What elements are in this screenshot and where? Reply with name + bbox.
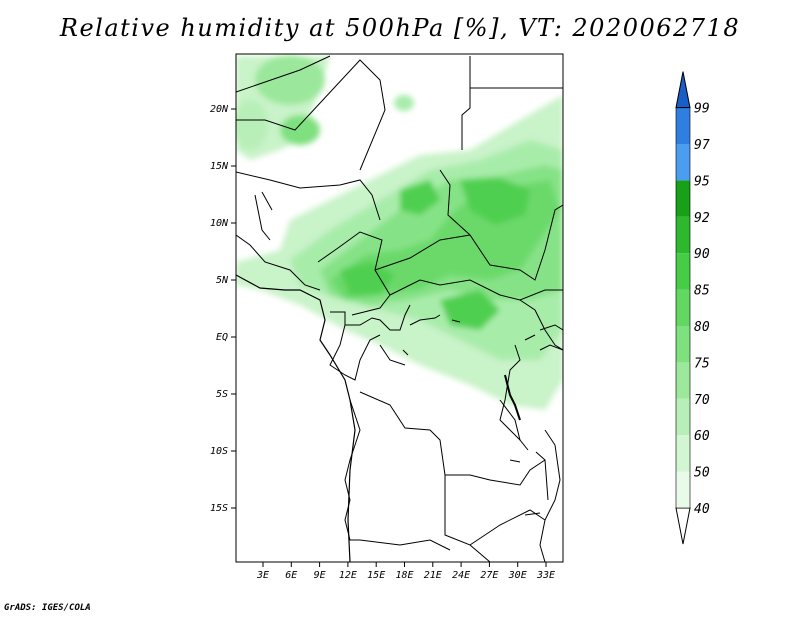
colorbar-label: 70: [694, 393, 710, 408]
colorbar-upper-arrow: [675, 71, 691, 109]
rh-area-50: [236, 100, 268, 150]
rh-area-80: [340, 178, 530, 295]
colorbar-swatch: [676, 144, 690, 181]
colorbar-label: 85: [694, 284, 710, 299]
colorbar-swatch: [676, 398, 690, 436]
colorbar-outline: [675, 107, 691, 509]
colorbar-swatch: [676, 471, 690, 508]
lon-label: 3E: [256, 570, 269, 581]
country-borders: [236, 55, 563, 562]
colorbar-swatch: [676, 253, 690, 290]
lon-label: 9E: [314, 570, 326, 581]
colorbar: 40 50 60 70 75 80 85 90 92 95 97 99: [675, 71, 710, 545]
lon-label: 12E: [339, 570, 357, 581]
longitude-axis: 3E 6E 9E 12E 15E 18E 21E 24E 27E 30E 33E: [256, 562, 555, 581]
map-frame: [235, 53, 564, 563]
rh-area-80: [400, 180, 500, 330]
lat-label: 5S: [216, 389, 228, 400]
lon-label: 33E: [536, 570, 555, 581]
colorbar-swatch: [676, 435, 690, 472]
lon-label: 6E: [285, 570, 297, 581]
lat-label: 10S: [210, 446, 228, 457]
colorbar-label: 40: [694, 502, 710, 517]
humidity-field: [236, 55, 563, 410]
lon-label: 30E: [508, 570, 527, 581]
latitude-axis: 20N 15N 10N 5N EQ 5S 10S 15S: [210, 104, 236, 514]
chart-title: Relative humidity at 500hPa [%], VT: 202…: [59, 14, 741, 42]
lat-label: 15S: [210, 503, 228, 514]
colorbar-swatch: [676, 326, 690, 363]
colorbar-label: 97: [694, 138, 710, 153]
lon-label: 21E: [424, 570, 442, 581]
colorbar-swatch: [676, 107, 690, 144]
colorbar-swatch: [676, 180, 690, 217]
rh-area-70: [280, 115, 320, 145]
colorbar-swatch: [676, 362, 690, 399]
lon-label: 24E: [452, 570, 470, 581]
lat-label: EQ: [216, 332, 228, 343]
lon-label: 27E: [480, 570, 498, 581]
colorbar-label: 80: [694, 320, 710, 335]
lon-label: 18E: [395, 570, 413, 581]
credit-text: GrADS: IGES/COLA: [4, 603, 91, 613]
colorbar-label: 90: [694, 247, 710, 262]
colorbar-label: 99: [694, 102, 710, 117]
colorbar-label: 95: [694, 174, 710, 189]
colorbar-swatch: [676, 216, 690, 254]
colorbar-swatch: [676, 289, 690, 326]
lat-label: 10N: [210, 218, 229, 229]
lat-label: 20N: [210, 104, 229, 115]
colorbar-label: 60: [694, 429, 710, 444]
rh-area-60: [255, 55, 325, 105]
colorbar-label: 75: [694, 356, 710, 371]
rh-area-50: [394, 95, 414, 111]
colorbar-label: 92: [694, 211, 710, 226]
colorbar-label: 50: [694, 466, 710, 481]
lat-label: 15N: [210, 161, 229, 172]
lat-label: 5N: [216, 275, 229, 286]
colorbar-lower-arrow: [675, 507, 691, 545]
lon-label: 15E: [367, 570, 385, 581]
